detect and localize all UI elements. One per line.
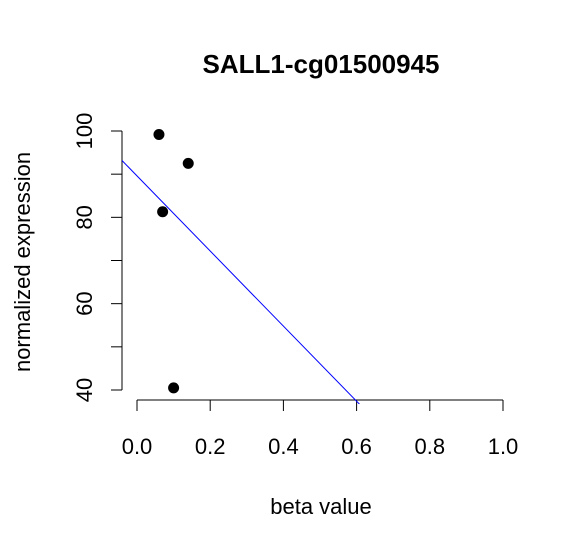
plot-area [122,128,361,404]
x-tick-label: 1.0 [488,434,519,459]
data-point [182,157,194,169]
regression-line [122,159,361,404]
data-point [157,206,169,218]
x-tick-label: 0.2 [195,434,226,459]
x-tick-label: 0.4 [268,434,299,459]
chart-title: SALL1-cg01500945 [202,49,439,79]
y-axis-label: normalized expression [10,152,35,372]
x-tick-label: 0.6 [341,434,372,459]
data-point [153,128,165,140]
x-tick-label: 0.0 [122,434,153,459]
y-tick-label: 60 [72,291,97,315]
y-axis: 40 60 80 100 [72,113,123,402]
y-tick-label: 80 [72,205,97,229]
x-axis-label: beta value [270,494,372,519]
y-tick-label: 40 [72,378,97,402]
x-axis: 0.0 0.2 0.4 0.6 0.8 1.0 [122,399,519,459]
data-point [168,382,180,394]
x-tick-label: 0.8 [415,434,446,459]
y-tick-label: 100 [72,113,97,150]
